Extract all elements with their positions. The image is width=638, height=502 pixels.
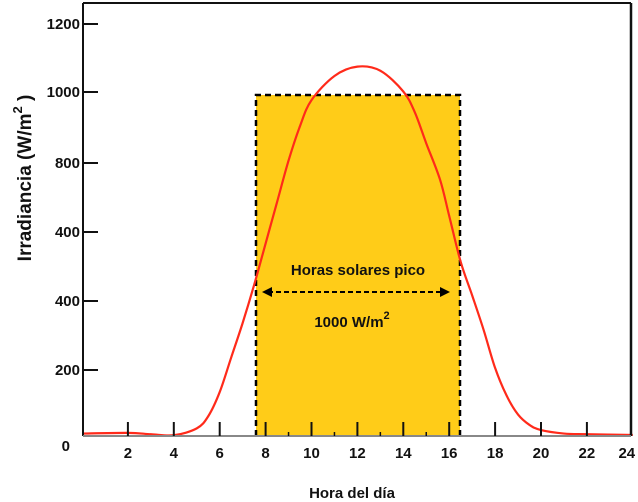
double-arrow-icon [262, 287, 450, 297]
x-tick-label: 18 [487, 445, 504, 462]
irradiance-curve [81, 65, 633, 437]
x-tick-label: 10 [303, 445, 320, 462]
x-tick-label: 12 [349, 445, 366, 462]
x-tick-label: 4 [170, 445, 179, 462]
x-tick-label: 2 [124, 445, 132, 462]
y-tick-label: 0 [62, 438, 70, 455]
y-tick-label: 400 [55, 293, 80, 310]
y-tick-label: 200 [55, 362, 80, 379]
x-tick-label: 8 [261, 445, 269, 462]
x-tick-label: 6 [216, 445, 224, 462]
x-axis-ticks: 2 4 6 8 10 12 14 16 18 20 22 24 [124, 422, 636, 462]
annotation-value: 1000 W/m2 [314, 310, 389, 331]
x-tick-label: 20 [533, 445, 550, 462]
x-tick-label: 24 [618, 445, 635, 462]
peak-sun-hours-rectangle [254, 93, 462, 437]
y-axis-ticks: 0 200 400 400 800 1000 1200 [47, 16, 98, 455]
x-tick-label: 14 [395, 445, 412, 462]
x-tick-label: 16 [441, 445, 458, 462]
annotation-group: Horas solares pico 1000 W/m2 [262, 262, 450, 331]
annotation-label: Horas solares pico [291, 262, 425, 279]
y-tick-label: 800 [55, 155, 80, 172]
y-axis-title: Irradiancia (W/m2 ) [10, 95, 36, 262]
y-tick-label: 400 [55, 224, 80, 241]
y-tick-label: 1000 [47, 84, 80, 101]
x-axis-title: Hora del día [309, 485, 396, 502]
y-tick-label: 1200 [47, 16, 80, 33]
x-tick-label: 22 [579, 445, 596, 462]
